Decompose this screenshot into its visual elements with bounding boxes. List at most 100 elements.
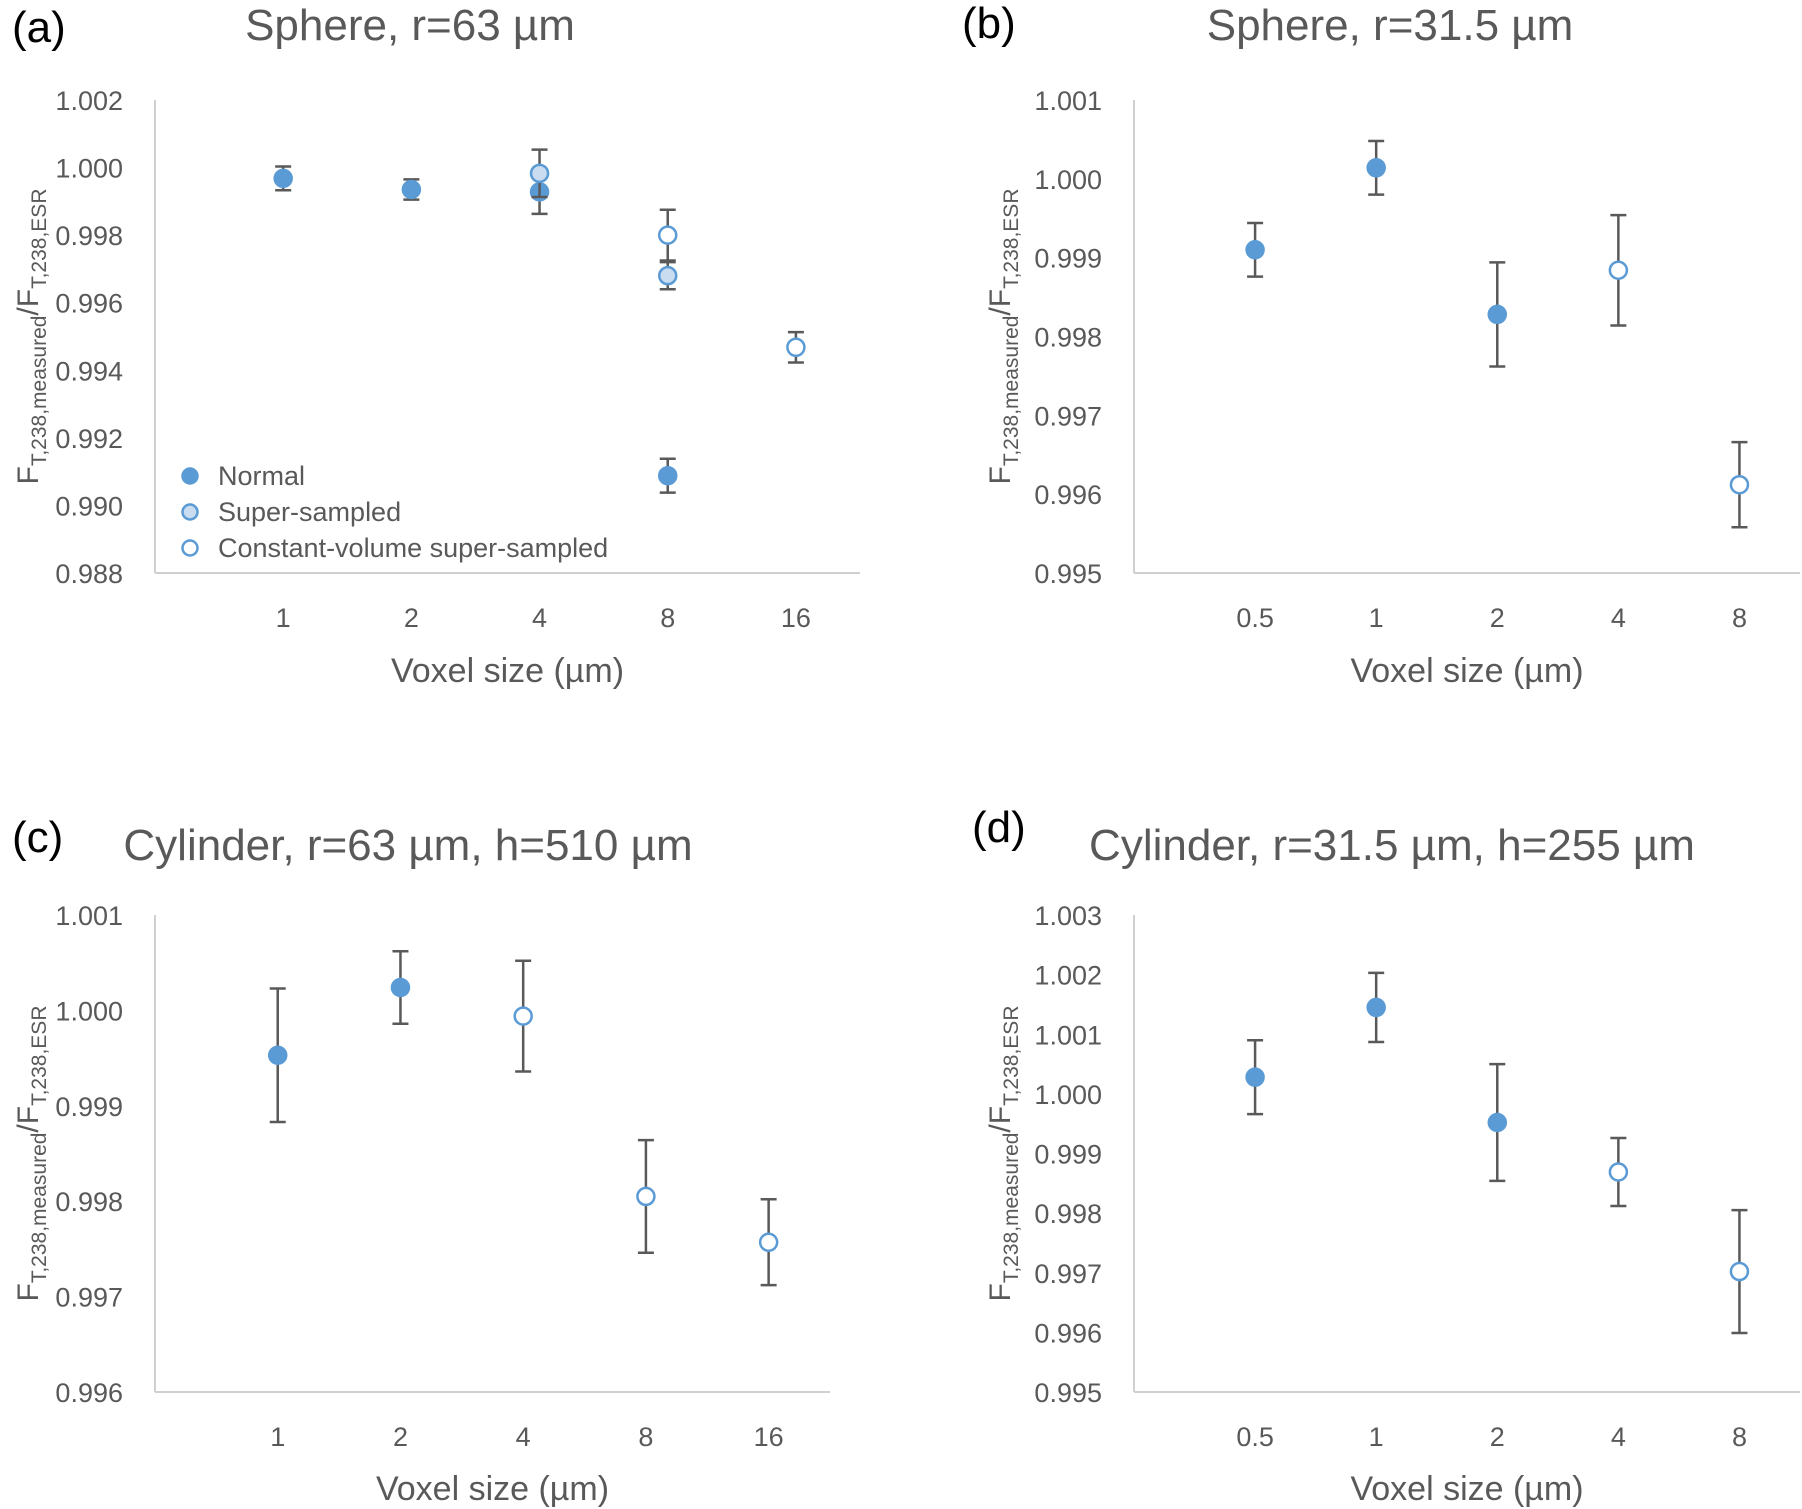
legend-entry: Constant-volume super-sampled [218,533,608,563]
y-tick-label: 1.000 [55,154,123,184]
y-tick-label: 1.001 [1034,1020,1102,1050]
y-tick-label: 0.995 [1034,559,1102,589]
data-point-normal [390,977,411,998]
data-point-super-sampled [657,265,678,286]
data-point-constant-volume-super-sampled [1729,474,1750,495]
legend-entry: Normal [218,461,305,491]
y-axis-label: FT,238,measured/FT,238,ESR [984,189,1023,485]
y-tick-label: 0.992 [55,424,123,454]
x-tick-label: 1 [270,1422,285,1452]
data-point-normal [1487,304,1508,325]
x-tick-label: 4 [516,1422,531,1452]
y-axis-label: FT,238,measured/FT,238,ESR [12,1006,51,1302]
chart-panel-c: (c) Cylinder, r=63 µm, h=510 µm 1.001 1.000… [12,813,830,1508]
y-axis-label: FT,238,measured/FT,238,ESR [984,1006,1023,1302]
data-point-constant-volume-super-sampled [1608,260,1629,281]
panel-label: (b) [962,0,1016,48]
x-tick-label: 1 [1369,603,1384,633]
x-axis-label: Voxel size (µm) [376,1470,609,1508]
y-tick-label: 0.994 [55,356,123,386]
x-tick-label: 2 [393,1422,408,1452]
x-tick-label: 4 [1611,603,1626,633]
x-tick-label: 0.5 [1236,1422,1274,1452]
x-tick-label: 4 [532,603,547,633]
chart-title: Cylinder, r=63 µm, h=510 µm [123,821,692,870]
x-tick-label: 2 [404,603,419,633]
y-tick-label: 0.996 [1034,1318,1102,1348]
panel-label: (c) [12,813,63,862]
x-tick-label: 2 [1490,603,1505,633]
legend-marker [181,467,199,485]
x-tick-label: 0.5 [1236,603,1274,633]
data-point-constant-volume-super-sampled [513,1006,533,1026]
chart-panel-b: (b) Sphere, r=31.5 µm 1.001 1.000 0.999 0.998… [962,0,1800,690]
chart-panel-a: (a) Sphere, r=63 µm 1.002 1.000 0.998 0.996 0.… [12,1,860,690]
y-tick-label: 1.002 [1034,961,1102,991]
data-point-super-sampled [529,163,550,184]
data-point-constant-volume-super-sampled [1729,1261,1750,1282]
x-tick-label: 1 [276,603,291,633]
y-tick-label: 0.997 [1034,401,1102,431]
data-point-normal [401,179,422,200]
data-point-normal [1245,240,1265,260]
x-axis-label: Voxel size (µm) [391,652,624,690]
data-point-constant-volume-super-sampled [1608,1162,1629,1182]
data-point-constant-volume-super-sampled [636,1186,656,1207]
data-point-constant-volume-super-sampled [657,225,678,245]
y-tick-label: 0.998 [1034,323,1102,353]
data-point-normal [267,1045,288,1065]
legend: Normal Super-sampled Constant-volume super… [181,461,608,563]
y-tick-label: 1.001 [55,901,123,931]
x-tick-label: 8 [638,1422,653,1452]
y-tick-label: 0.996 [1034,480,1102,510]
data-point-normal [1366,997,1386,1018]
chart-title: Sphere, r=31.5 µm [1207,1,1574,50]
legend-marker [181,539,199,557]
y-tick-label: 0.999 [1034,244,1102,274]
y-tick-label: 0.998 [55,221,123,251]
y-tick-label: 0.997 [55,1283,123,1313]
y-tick-label: 0.988 [55,559,123,589]
x-tick-label: 8 [1732,603,1747,633]
panel-label: (d) [972,803,1026,852]
y-tick-label: 0.999 [1034,1140,1102,1170]
x-tick-label: 2 [1490,1422,1505,1452]
y-tick-label: 0.999 [55,1092,123,1122]
y-tick-label: 0.996 [55,1378,123,1408]
y-tick-label: 0.995 [1034,1378,1102,1408]
data-point-normal [657,465,678,486]
y-axis-label: FT,238,measured/FT,238,ESR [12,189,51,485]
chart-title: Cylinder, r=31.5 µm, h=255 µm [1089,821,1695,870]
x-tick-label: 8 [1732,1422,1747,1452]
data-point-normal [1366,158,1386,178]
panel-label: (a) [12,3,66,52]
y-tick-label: 0.997 [1034,1259,1102,1289]
data-point-normal [1245,1067,1265,1087]
y-tick-label: 1.000 [55,996,123,1026]
chart-panel-d: (d) Cylinder, r=31.5 µm, h=255 µm 1.003 1.0… [972,803,1800,1508]
x-tick-label: 1 [1369,1422,1384,1452]
x-tick-label: 8 [660,603,675,633]
y-tick-label: 1.000 [1034,165,1102,195]
y-tick-label: 0.998 [1034,1199,1102,1229]
legend-marker [181,503,199,521]
data-point-normal [1487,1112,1508,1133]
x-axis-label: Voxel size (µm) [1350,1470,1583,1508]
x-tick-label: 16 [781,603,811,633]
y-tick-label: 1.002 [55,86,123,116]
data-point-constant-volume-super-sampled [758,1232,779,1252]
y-tick-label: 1.003 [1034,901,1102,931]
y-tick-label: 0.998 [55,1187,123,1217]
chart-title: Sphere, r=63 µm [245,1,575,50]
y-tick-label: 1.001 [1034,86,1102,116]
y-tick-label: 0.996 [55,289,123,319]
legend-entry: Super-sampled [218,497,401,527]
x-axis-label: Voxel size (µm) [1350,652,1583,690]
x-tick-label: 16 [754,1422,784,1452]
data-point-constant-volume-super-sampled [786,337,806,358]
y-tick-label: 0.990 [55,491,123,521]
y-tick-label: 1.000 [1034,1080,1102,1110]
x-tick-label: 4 [1611,1422,1626,1452]
data-point-normal [273,168,293,189]
